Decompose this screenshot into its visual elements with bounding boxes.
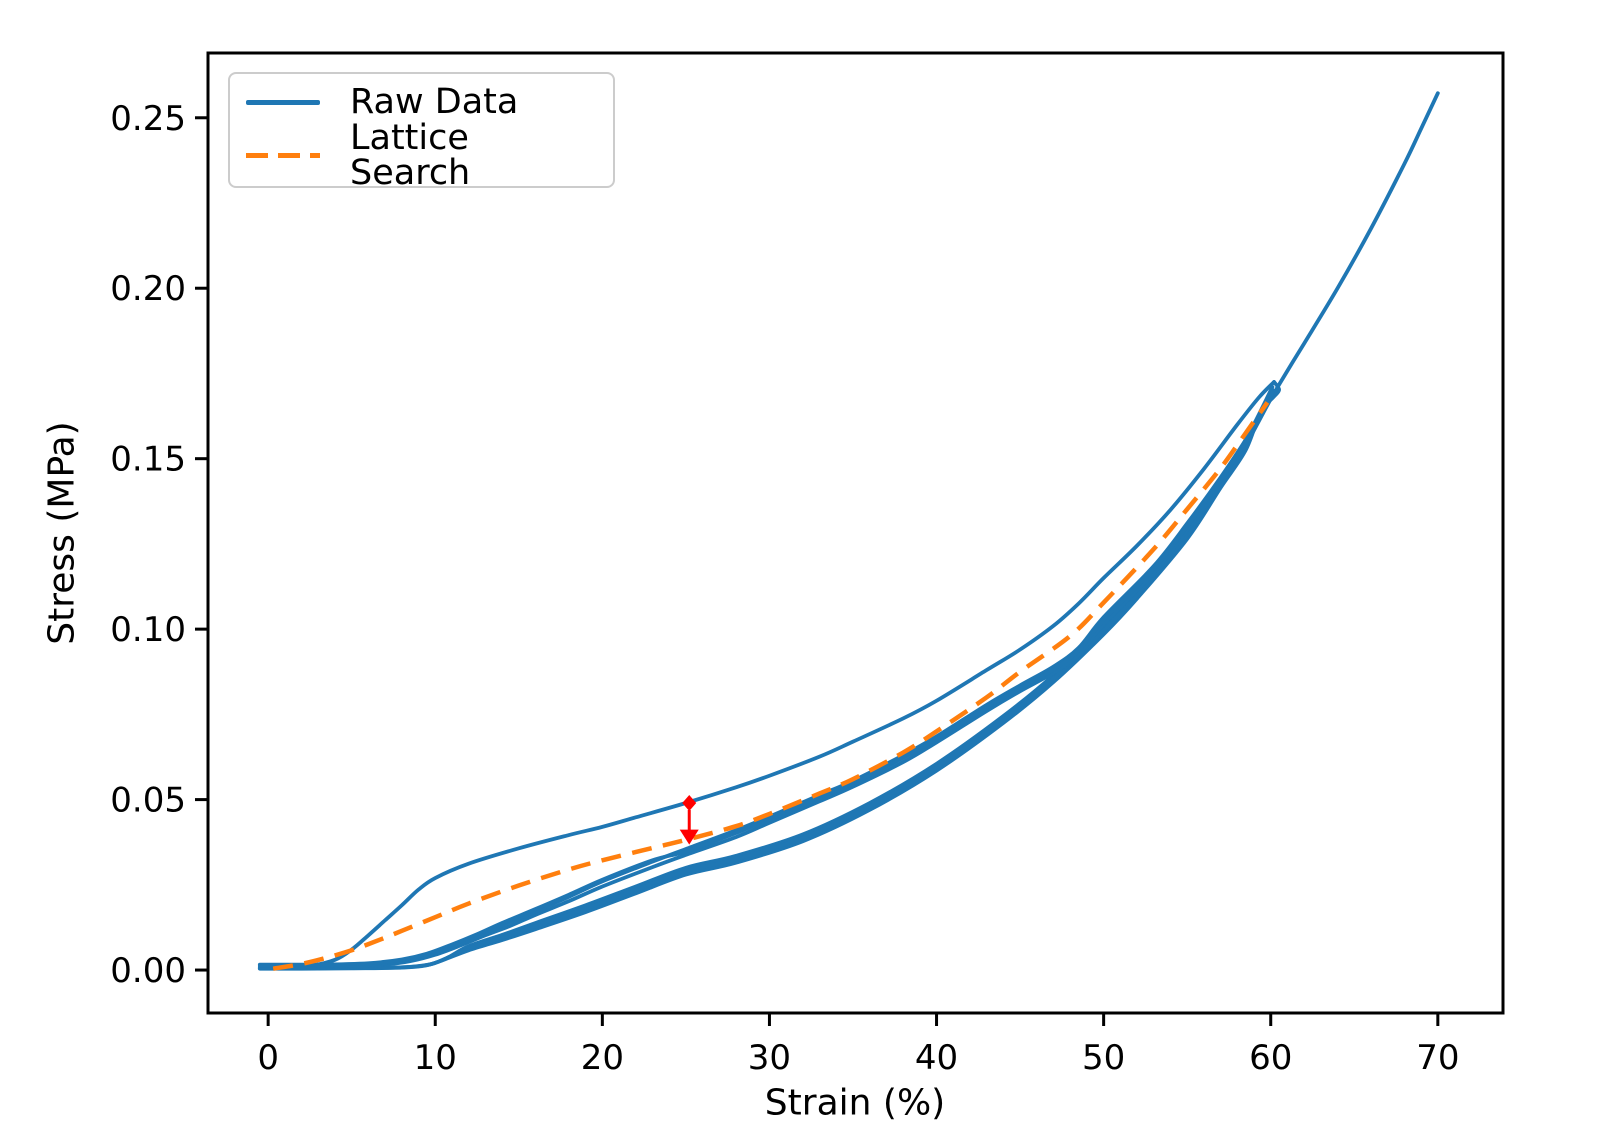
raw-reloading-3-line — [257, 390, 1275, 967]
y-tick-label: 0.00 — [110, 951, 186, 991]
chart-legend: Raw Data Lattice Search — [228, 72, 615, 190]
raw-unloading-3-line — [258, 385, 1275, 971]
raw-reloading-final-line — [257, 91, 1440, 970]
legend-label-lattice-search: Lattice Search — [350, 117, 471, 193]
lattice-search-line-sample-icon — [246, 153, 320, 158]
raw-reloading-2-line — [257, 388, 1276, 968]
legend-label-raw-data: Raw Data — [350, 82, 519, 122]
raw-data-line-sample-icon — [246, 100, 320, 105]
y-tick-label: 0.05 — [110, 781, 186, 821]
x-tick-label: 30 — [748, 1038, 791, 1078]
plot-border — [206, 51, 1505, 1015]
error-arrow-diamond-icon — [682, 795, 697, 811]
y-tick-label: 0.10 — [110, 610, 186, 650]
raw-unloading-2-line — [259, 388, 1273, 970]
x-tick-label: 0 — [257, 1038, 279, 1078]
y-tick-label: 0.20 — [110, 269, 186, 309]
x-tick-label: 60 — [1249, 1038, 1292, 1078]
lattice-search-fit-line — [272, 401, 1270, 971]
x-tick-label: 20 — [581, 1038, 624, 1078]
legend-item-lattice-search: Lattice Search — [246, 120, 597, 190]
raw-unloading-1-line — [257, 380, 1281, 971]
y-axis-label: Stress (MPa) — [41, 421, 83, 645]
x-tick-label: 70 — [1416, 1038, 1459, 1078]
legend-item-raw-data: Raw Data — [246, 76, 597, 129]
x-tick-label: 50 — [1082, 1038, 1125, 1078]
x-tick-label: 40 — [915, 1038, 958, 1078]
y-tick-label: 0.15 — [110, 440, 186, 480]
error-arrow-head-icon — [679, 829, 699, 845]
raw-initial-loading-line — [257, 380, 1276, 971]
x-tick-label: 10 — [414, 1038, 457, 1078]
y-tick-label: 0.25 — [110, 99, 186, 139]
x-axis-label: Strain (%) — [764, 1082, 946, 1124]
